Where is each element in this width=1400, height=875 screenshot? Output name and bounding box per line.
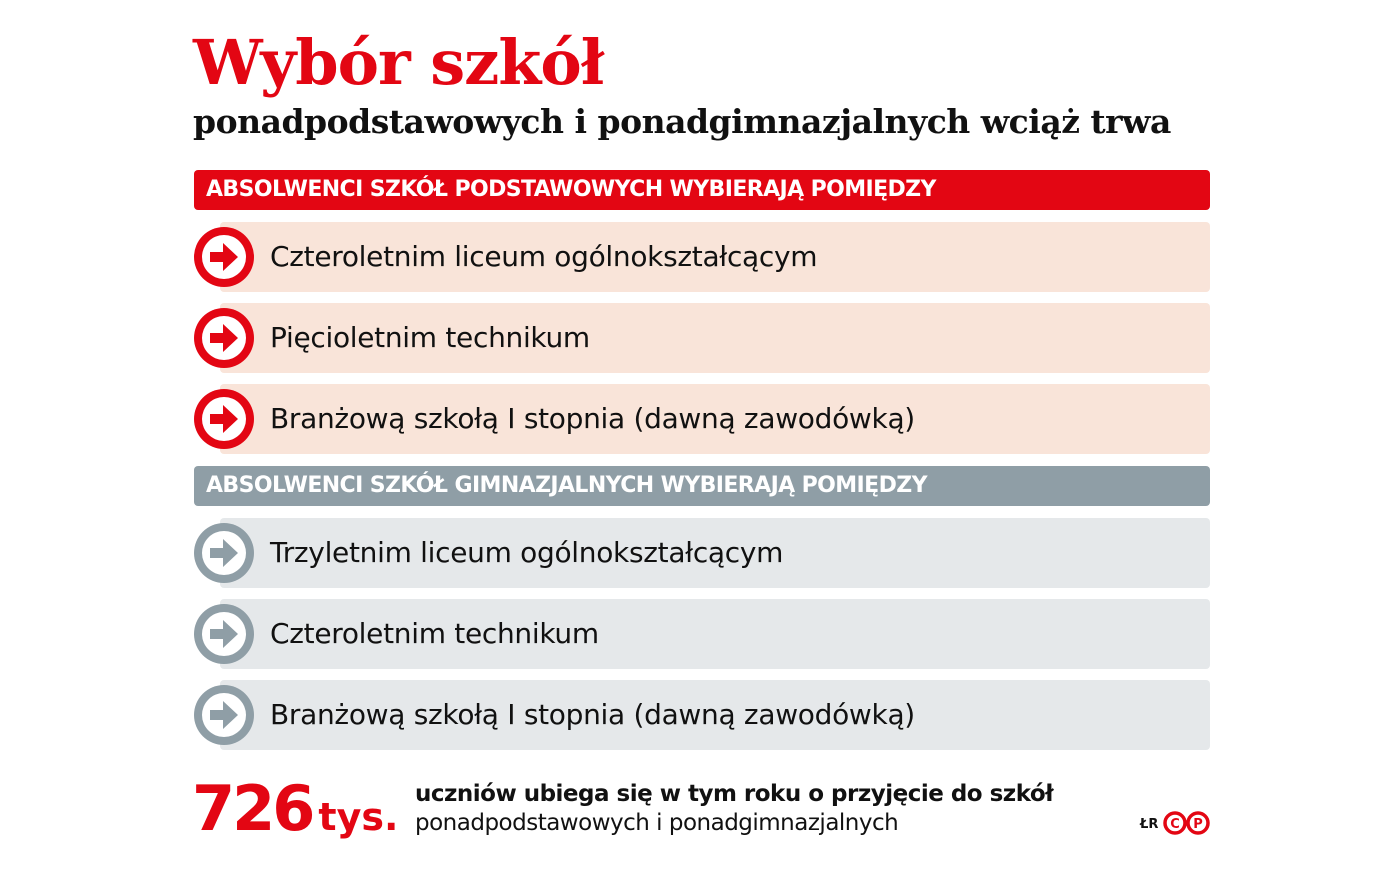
student-count: 726 tys. — [192, 772, 398, 845]
author-credit: ŁR — [1140, 817, 1159, 832]
publisher-logo: C P — [1163, 810, 1211, 840]
arrow-right-icon — [194, 685, 254, 745]
footer-note-bold: uczniów ubiega się w tym roku o przyjęci… — [415, 781, 1054, 807]
list-item-label: Czteroletnim liceum ogólnokształcącym — [270, 240, 818, 273]
page-subtitle: ponadpodstawowych i ponadgimnazjalnych w… — [193, 102, 1171, 141]
page-title: Wybór szkół — [193, 26, 605, 99]
list-item-label: Czteroletnim technikum — [270, 617, 599, 650]
svg-text:P: P — [1193, 817, 1203, 832]
footer-note: ponadpodstawowych i ponadgimnazjalnych — [415, 810, 899, 836]
list-item-label: Pięcioletnim technikum — [270, 321, 590, 354]
count-unit: tys. — [318, 795, 399, 839]
arrow-right-icon — [194, 523, 254, 583]
list-item-label: Trzyletnim liceum ogólnokształcącym — [270, 536, 784, 569]
list-item: Czteroletnim technikum — [194, 599, 1210, 669]
svg-text:C: C — [1170, 817, 1180, 832]
section-header-primary: ABSOLWENCI SZKÓŁ PODSTAWOWYCH WYBIERAJĄ … — [194, 170, 1210, 210]
list-item: Trzyletnim liceum ogólnokształcącym — [194, 518, 1210, 588]
arrow-right-icon — [194, 389, 254, 449]
list-item: Branżową szkołą I stopnia (dawną zawodów… — [194, 680, 1210, 750]
count-number: 726 — [192, 772, 315, 845]
section-header-secondary: ABSOLWENCI SZKÓŁ GIMNAZJALNYCH WYBIERAJĄ… — [194, 466, 1210, 506]
arrow-right-icon — [194, 308, 254, 368]
arrow-right-icon — [194, 227, 254, 287]
list-item-label: Branżową szkołą I stopnia (dawną zawodów… — [270, 402, 915, 435]
list-item: Branżową szkołą I stopnia (dawną zawodów… — [194, 384, 1210, 454]
list-item-label: Branżową szkołą I stopnia (dawną zawodów… — [270, 698, 915, 731]
list-item: Pięcioletnim technikum — [194, 303, 1210, 373]
list-item: Czteroletnim liceum ogólnokształcącym — [194, 222, 1210, 292]
arrow-right-icon — [194, 604, 254, 664]
